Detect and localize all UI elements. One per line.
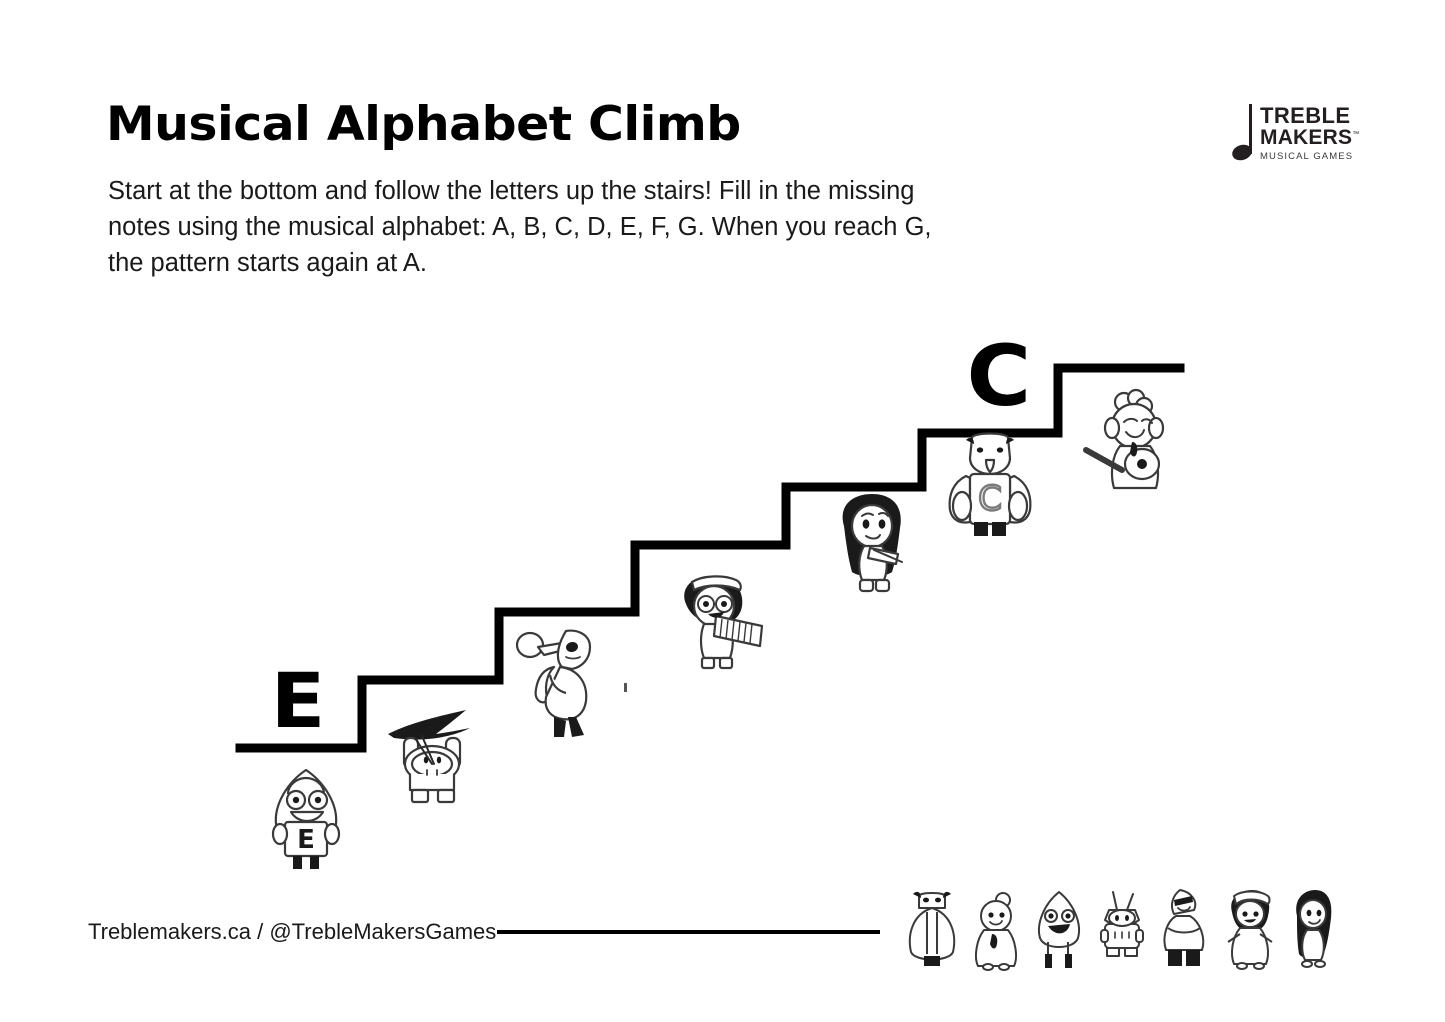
footer-character-sunglasses-character	[1160, 888, 1208, 970]
character-kid-holding-E-sign: E	[258, 766, 354, 870]
footer-character-long-hair-girl	[1289, 890, 1335, 970]
logo-tagline: MUSICAL GAMES	[1260, 150, 1354, 162]
trademark-mark: ™	[1352, 130, 1360, 138]
footer-character-smiling-leaf-character	[1034, 890, 1084, 970]
character-man-with-C-shirt: C	[936, 432, 1044, 536]
page-title: Musical Alphabet Climb	[106, 97, 741, 152]
footer-character-round-character	[905, 890, 959, 970]
svg-text:C: C	[978, 479, 1002, 519]
footer-character-ponytail-girl	[972, 892, 1020, 971]
svg-text:E: E	[297, 825, 315, 855]
quarter-note-icon	[1230, 104, 1254, 163]
logo-line-treble: TREBLE	[1260, 102, 1351, 128]
character-guitar-player	[1083, 388, 1184, 492]
footer-character-bandana-girl	[1222, 890, 1276, 970]
logo-wordmark: TREBLE MAKERS™ MUSICAL GAMES	[1260, 102, 1360, 162]
footer-character-robot-character	[1097, 890, 1147, 970]
character-drummer-with-hat	[384, 708, 482, 808]
character-violin-player	[822, 492, 922, 598]
step-letter-c: C	[966, 327, 1032, 425]
character-trumpet-player	[510, 623, 608, 741]
brand-logo: TREBLE MAKERS™ MUSICAL GAMES	[1230, 100, 1359, 166]
scan-speck	[624, 683, 627, 692]
instructions-text: Start at the bottom and follow the lette…	[108, 177, 932, 277]
footer-credit: Treblemakers.ca / @TrebleMakersGames	[88, 919, 497, 944]
character-accordion-player	[666, 574, 772, 674]
name-line	[497, 930, 880, 934]
footer-character-row	[905, 884, 1335, 971]
step-letter-e: E	[270, 656, 326, 745]
logo-line-makers: MAKERS™	[1260, 125, 1360, 149]
